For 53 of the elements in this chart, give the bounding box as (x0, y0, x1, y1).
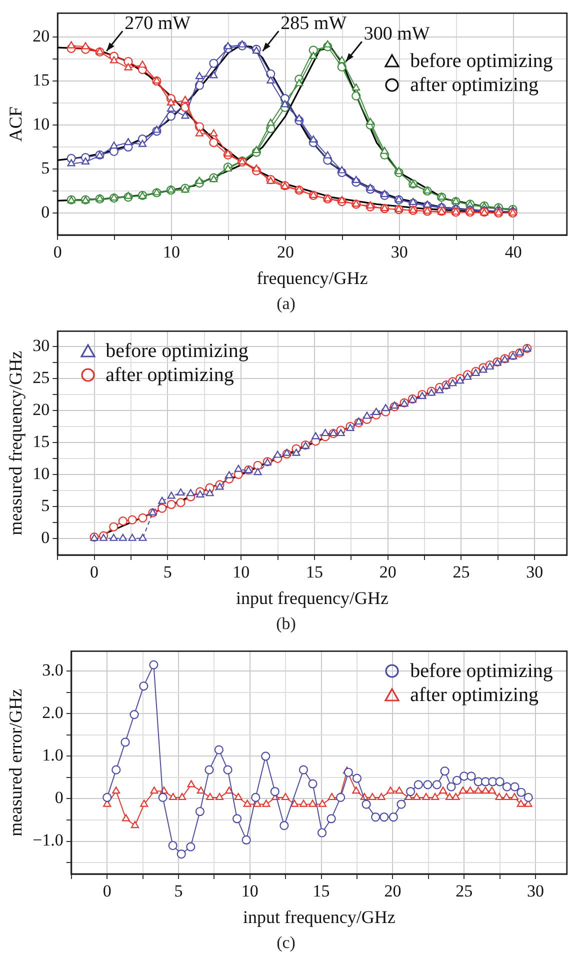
y-tick-label: 20 (32, 400, 50, 419)
x-axis-title: input frequency/GHz (236, 588, 388, 608)
legend-label: before optimizing (106, 339, 248, 364)
y-axis-title: measured error/GHz (6, 688, 26, 836)
annotation: 270 mW (124, 13, 191, 34)
x-tick-label: 5 (163, 562, 172, 582)
y-tick-label: 10 (32, 464, 50, 483)
x-axis-title: frequency/GHz (256, 268, 368, 288)
x-tick-label: 10 (232, 562, 250, 582)
x-tick-label: 20 (379, 562, 396, 582)
legend-label: after optimizing (410, 683, 538, 708)
x-tick-label: 40 (504, 242, 522, 262)
y-tick-label: 15 (32, 432, 50, 451)
legend-label: after optimizing (106, 363, 234, 388)
y-axis-title: measured frequency/GHz (6, 350, 26, 536)
y-tick-label: 30 (32, 336, 50, 356)
y-tick-label: 0 (41, 202, 50, 222)
x-tick-label: 25 (456, 882, 473, 901)
annotation: 300 mW (364, 24, 430, 45)
y-tick-label: 20 (32, 26, 50, 46)
x-tick-label: 20 (276, 242, 294, 262)
text: (a) (276, 293, 296, 315)
y-tick-label: −1.0 (32, 830, 64, 850)
legend-label: before optimizing (410, 659, 553, 684)
x-tick-label: 15 (312, 882, 330, 901)
y-tick-label: 5 (41, 496, 50, 515)
y-tick-label: 0 (54, 788, 64, 808)
x-tick-label: 10 (241, 882, 258, 901)
y-tick-label: 15 (32, 70, 50, 90)
annotation: 285 mW (280, 13, 347, 34)
y-tick-label: 3.0 (42, 660, 64, 680)
x-tick-label: 0 (90, 562, 99, 582)
text: (b) (275, 613, 297, 635)
y-tick-label: 5 (41, 158, 50, 178)
x-tick-label: 30 (526, 562, 544, 582)
annotation: before optimizing (410, 49, 553, 74)
x-axis-title: input frequency/GHz (242, 906, 396, 927)
x-tick-label: 20 (384, 882, 402, 901)
x-tick-label: 25 (452, 562, 470, 582)
y-axis-title: ACF (6, 106, 26, 142)
x-tick-label: 10 (163, 242, 180, 262)
y-tick-label: 25 (32, 368, 50, 387)
text: (c) (276, 932, 296, 954)
x-tick-label: 15 (306, 562, 323, 582)
annotation: after optimizing (410, 73, 538, 98)
y-tick-label: 0 (41, 528, 50, 547)
y-tick-label: 10 (32, 114, 50, 134)
x-tick-label: 5 (174, 882, 183, 901)
x-tick-label: 30 (390, 242, 408, 262)
y-tick-label: 2.0 (42, 703, 64, 722)
x-tick-label: 30 (526, 882, 544, 901)
y-tick-label: 1.0 (42, 746, 64, 765)
x-tick-label: 0 (102, 882, 112, 901)
